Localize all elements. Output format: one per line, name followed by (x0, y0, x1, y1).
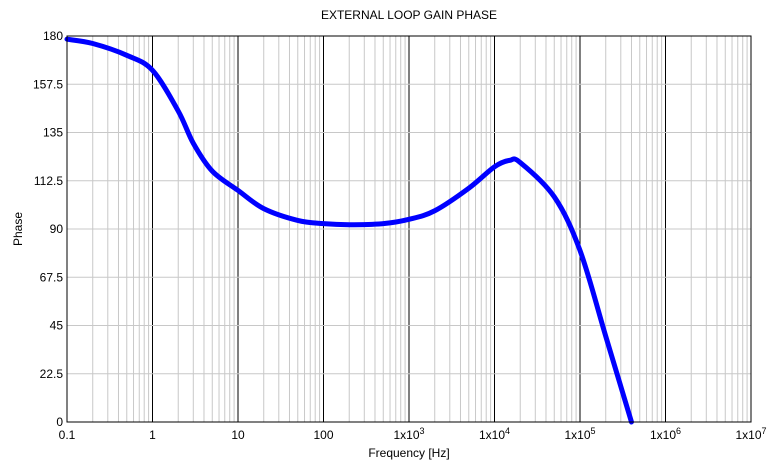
x-tick-exponent: 5 (591, 426, 596, 436)
x-tick-label: 1x107 (735, 426, 766, 442)
x-tick-exponent: 6 (676, 426, 681, 436)
x-tick-label: 10 (231, 428, 245, 442)
y-tick-label: 0 (56, 415, 63, 429)
series-layer (64, 36, 634, 425)
x-tick-label: 100 (313, 428, 333, 442)
x-axis-ticks: 0.1 1 10 100 1x103 1x104 1x105 1x106 1x107 (59, 426, 767, 442)
x-tick-label: 1x105 (564, 426, 595, 442)
x-axis-label: Frequency [Hz] (368, 446, 449, 460)
y-tick-label: 135 (43, 126, 63, 140)
y-tick-label: 112.5 (34, 174, 63, 188)
x-tick-exponent: 4 (505, 426, 510, 436)
x-tick-label: 1x104 (479, 426, 510, 442)
plot-frame (66, 35, 752, 423)
y-tick-label: 22.5 (40, 367, 64, 381)
y-axis-label: Phase (11, 212, 25, 246)
x-tick-label: 1x106 (650, 426, 681, 442)
chart-title: EXTERNAL LOOP GAIN PHASE (321, 8, 497, 22)
x-tick-exponent: 7 (762, 426, 767, 436)
x-tick-label: 1 (149, 428, 156, 442)
x-tick-label: 1x103 (393, 426, 424, 442)
y-axis-ticks: 0 22.5 45 67.5 90 112.5 135 157.5 180 (33, 29, 63, 429)
phase-series-line (64, 36, 634, 425)
y-tick-label: 180 (43, 29, 63, 43)
y-tick-label: 67.5 (40, 270, 64, 284)
x-tick-exponent: 3 (420, 426, 425, 436)
x-tick-label: 0.1 (59, 428, 76, 442)
y-tick-label: 90 (50, 222, 64, 236)
y-tick-label: 45 (50, 319, 64, 333)
y-tick-label: 157.5 (33, 77, 63, 91)
